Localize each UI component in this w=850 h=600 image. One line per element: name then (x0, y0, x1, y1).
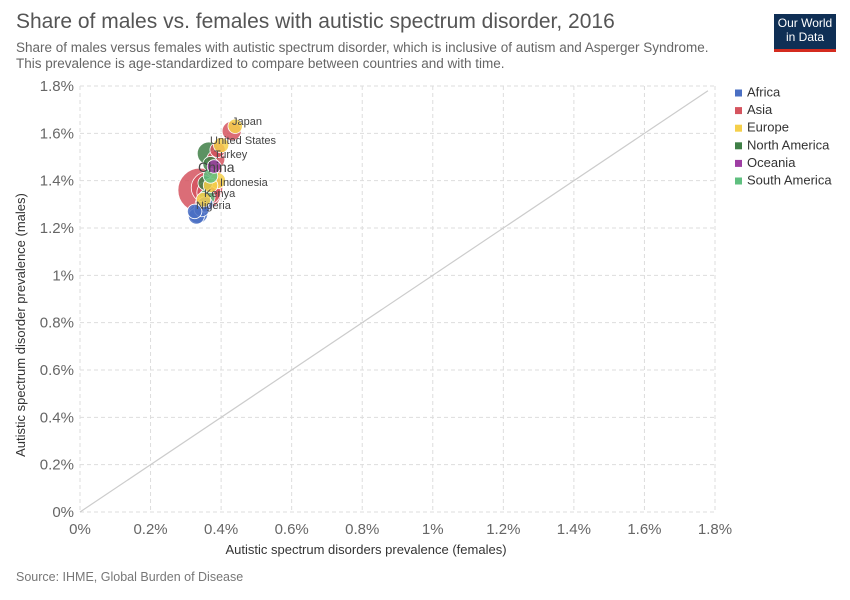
legend-swatch (735, 89, 742, 97)
y-tick-label: 0% (52, 504, 74, 521)
x-tick-label: 1.8% (698, 521, 732, 538)
x-tick-label: 0.6% (275, 521, 309, 538)
data-points (177, 118, 243, 225)
legend-item[interactable]: Oceania (747, 155, 796, 170)
y-tick-label: 0.2% (40, 457, 74, 474)
legend-swatch (735, 177, 742, 185)
grid-lines (79, 85, 716, 513)
legend-swatch (735, 159, 742, 167)
y-axis-label: Autistic spectrum disorder prevalence (m… (13, 193, 28, 457)
y-tick-label: 1.8% (40, 78, 74, 95)
y-tick-label: 1.2% (40, 220, 74, 237)
owid-logo[interactable]: Our World in Data (774, 14, 836, 52)
point-label-nigeria: Nigeria (196, 200, 232, 212)
diagonal-line (79, 90, 709, 513)
point-label-turkey: Turkey (214, 149, 248, 161)
point-label-indonesia: Indonesia (220, 177, 269, 189)
legend-swatch (735, 107, 742, 115)
x-tick-label: 1% (422, 521, 444, 538)
source-note: Source: IHME, Global Burden of Disease (16, 570, 244, 584)
legend-item[interactable]: North America (747, 137, 830, 152)
legend-item[interactable]: South America (747, 173, 832, 188)
point-labels: China Indonesia Japan Turkey United States Ke… (196, 116, 277, 212)
x-tick-label: 0% (69, 521, 91, 538)
legend-item[interactable]: Asia (747, 102, 773, 117)
equality-line (79, 90, 709, 513)
legend: Africa Asia Europe North America Oceania Sout… (735, 85, 832, 188)
point-label-united-states: United States (210, 135, 277, 147)
point-label-china: China (198, 159, 235, 175)
point-label-kenya: Kenya (204, 188, 236, 200)
data-point-europe[interactable] (213, 137, 230, 154)
data-point-europe[interactable] (227, 118, 243, 134)
y-axis-ticks: 0% 0.2% 0.4% 0.6% 0.8% 1% 1.2% 1.4% 1.6% 1.8% (40, 78, 74, 521)
y-tick-label: 0.4% (40, 409, 74, 426)
y-tick-label: 1.4% (40, 173, 74, 190)
legend-item[interactable]: Europe (747, 120, 789, 135)
x-axis-label: Autistic spectrum disorders prevalence (… (225, 542, 506, 557)
data-point-europe[interactable] (195, 191, 212, 208)
point-label-japan: Japan (232, 116, 262, 128)
x-tick-label: 1.6% (627, 521, 661, 538)
legend-swatch (735, 124, 742, 132)
x-tick-label: 1.4% (557, 521, 591, 538)
data-point-oceania[interactable] (206, 159, 222, 174)
y-tick-label: 0.8% (40, 315, 74, 332)
x-axis-ticks: 0% 0.2% 0.4% 0.6% 0.8% 1% 1.2% 1.4% 1.6% 1.8% (69, 521, 732, 538)
chart-subtitle: Share of males versus females with autis… (16, 40, 709, 71)
y-tick-label: 0.6% (40, 362, 74, 379)
logo-line-1: Our World (777, 16, 833, 30)
logo-line-2: in Data (785, 30, 825, 44)
chart-title: Share of males vs. females with autistic… (16, 10, 615, 33)
x-tick-label: 0.8% (345, 521, 379, 538)
x-tick-label: 0.4% (204, 521, 238, 538)
x-tick-label: 0.2% (133, 521, 167, 538)
legend-item[interactable]: Africa (747, 85, 781, 100)
y-tick-label: 1.6% (40, 125, 74, 142)
legend-swatch (735, 142, 742, 150)
y-tick-label: 1% (52, 267, 74, 284)
data-point-africa[interactable] (187, 203, 203, 220)
x-tick-label: 1.2% (486, 521, 520, 538)
